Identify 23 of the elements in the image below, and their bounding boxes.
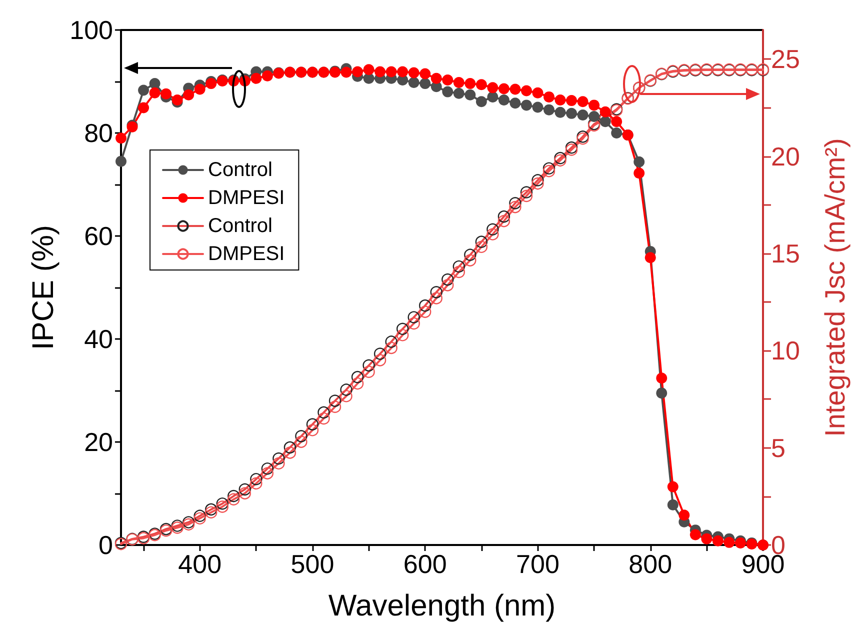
y-tick-label: 0	[98, 530, 113, 560]
y2-tick-label: 20	[771, 141, 800, 172]
legend-label: Control	[208, 159, 272, 181]
x-tick-label: 400	[178, 549, 222, 579]
x-tick-label: 600	[403, 549, 447, 579]
y2-tick-label: 25	[771, 44, 800, 74]
x-tick-label: 700	[516, 549, 560, 579]
y-tick-label: 40	[84, 324, 113, 354]
y-tick-label: 20	[84, 427, 113, 457]
x-axis-title: Wavelength (nm)	[328, 590, 556, 622]
x-tick-label: 800	[628, 549, 672, 579]
y2-tick-label: 15	[771, 238, 800, 268]
y-tick-label: 60	[84, 221, 113, 251]
legend-label: DMPESI	[208, 187, 285, 209]
legend-label: Control	[208, 215, 272, 237]
legend-label: DMPESI	[208, 243, 285, 265]
y2-tick-label: 5	[771, 432, 786, 463]
y-tick-label: 80	[84, 118, 113, 148]
y-tick-label: 100	[70, 15, 113, 45]
y2-tick-label: 10	[771, 336, 800, 366]
x-tick-label: 500	[290, 549, 334, 579]
y2-axis-title: Integrated Jsc (mA/cm²)	[820, 138, 850, 437]
y-axis-title: IPCE (%)	[27, 224, 60, 350]
